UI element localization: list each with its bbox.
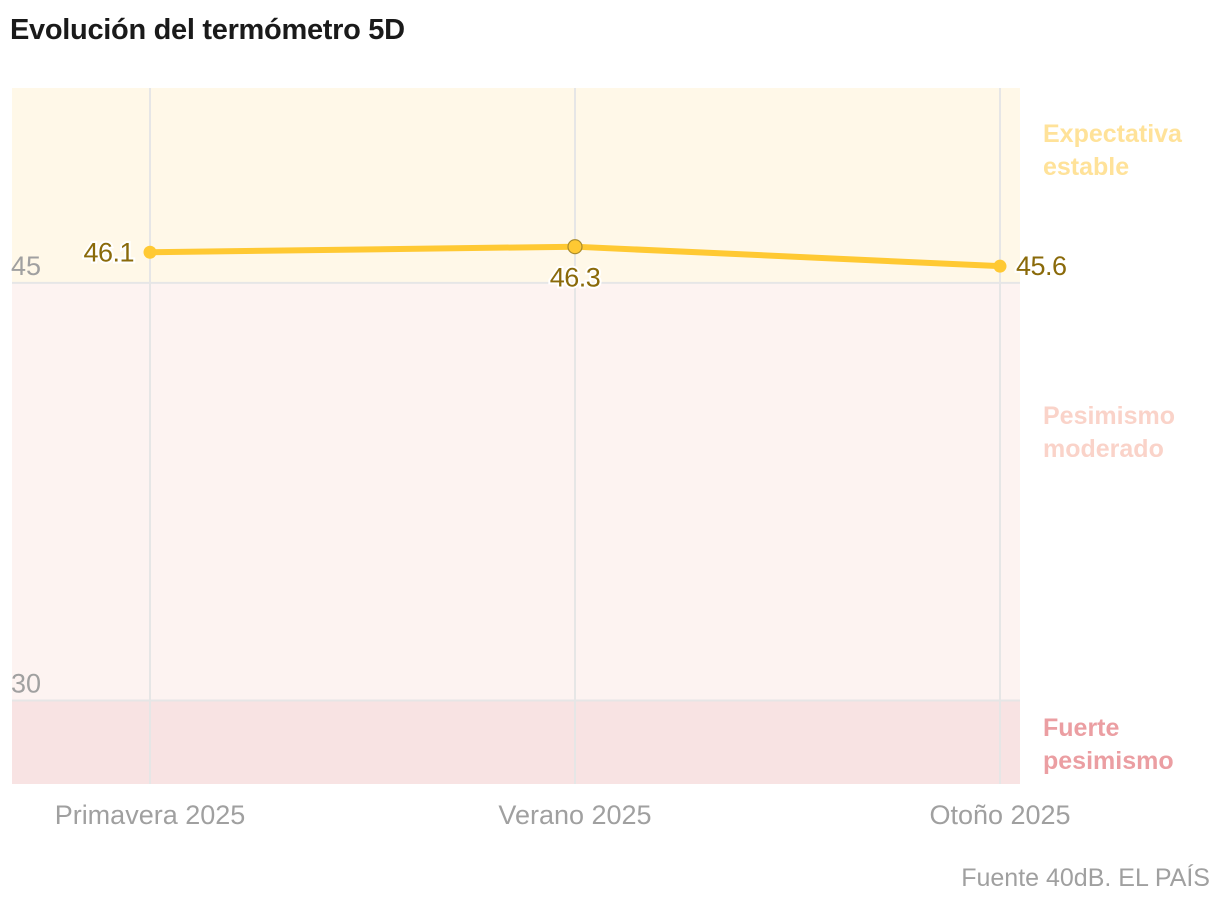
x-tick-label: Primavera 2025 [55, 800, 246, 830]
y-axis: 30 45 [11, 251, 41, 699]
series-layer [143, 239, 1007, 273]
data-label: 45.6 [1016, 251, 1067, 281]
band-label-line: Pesimismo [1043, 402, 1175, 430]
band-fuerte-pesimismo [12, 700, 1020, 784]
data-label: 46.1 [83, 237, 134, 267]
chart-title: Evolución del termómetro 5D [10, 14, 405, 46]
y-tick-label: 45 [11, 251, 41, 281]
bands-layer [12, 88, 1020, 784]
x-tick-label: Verano 2025 [498, 800, 651, 830]
band-label-line: Expectativa [1043, 120, 1183, 148]
data-label: 46.3 [550, 263, 601, 293]
x-tick-label: Otoño 2025 [929, 800, 1070, 830]
band-label-line: estable [1043, 153, 1129, 181]
band-label: Pesimismo moderado [1043, 402, 1175, 463]
band-label-line: Fuerte [1043, 714, 1120, 742]
grid-layer [12, 88, 1020, 784]
data-point [143, 245, 157, 259]
data-labels-layer: 46.1 46.3 45.6 [81, 235, 1069, 294]
data-point [993, 259, 1007, 273]
x-axis: Primavera 2025 Verano 2025 Otoño 2025 [55, 800, 1071, 830]
band-pesimismo-moderado [12, 282, 1020, 701]
y-tick-label: 30 [11, 668, 41, 698]
source-note: Fuente 40dB. EL PAÍS [961, 864, 1210, 892]
band-label-line: moderado [1043, 435, 1164, 463]
band-label-line: pesimismo [1043, 747, 1174, 775]
data-point-hollow [567, 239, 583, 255]
band-labels-layer: Expectativa estable Pesimismo moderado Fuert… [1043, 120, 1183, 775]
band-label: Fuerte pesimismo [1043, 714, 1174, 775]
band-label: Expectativa estable [1043, 120, 1183, 181]
